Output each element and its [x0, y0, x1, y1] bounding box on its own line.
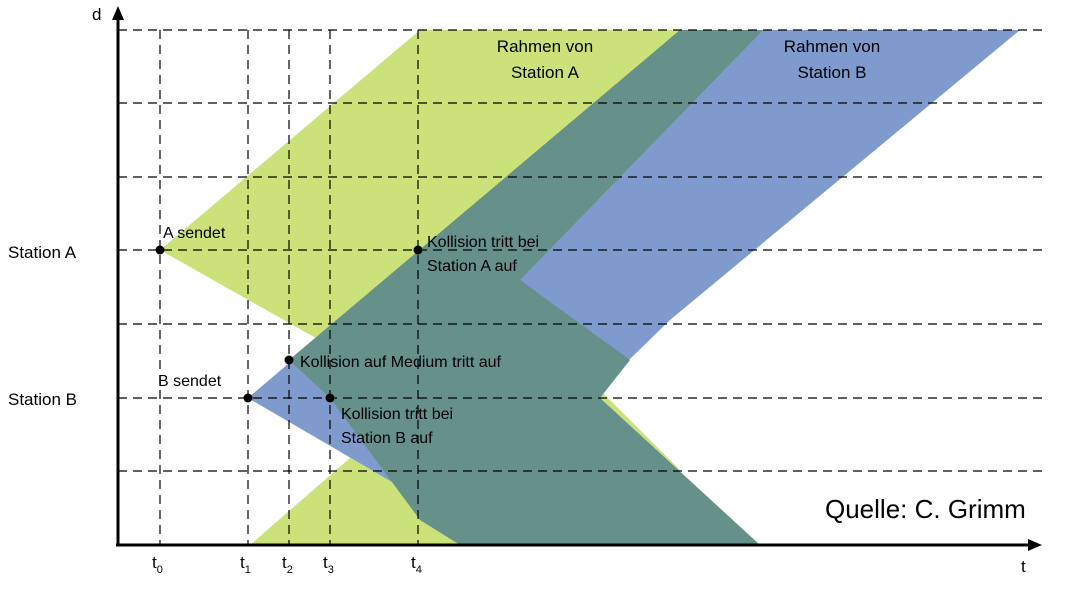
grid — [118, 29, 1042, 545]
time-mark-t3: t3 — [323, 553, 334, 576]
x-axis-arrow — [1028, 539, 1042, 551]
collision-b-point — [325, 393, 335, 403]
frame-a-label-line1: Rahmen von — [497, 37, 593, 56]
collision-a-point — [413, 245, 423, 255]
time-mark-t0: t0 — [152, 553, 163, 576]
b-sends-point — [243, 393, 253, 403]
collision-a-label-line1: Kollision tritt bei — [427, 234, 539, 251]
time-mark-t1: t1 — [240, 553, 251, 576]
y-axis-label: d — [92, 5, 101, 24]
frame-a-label-line2: Station A — [511, 63, 580, 82]
collision-medium-label: Kollision auf Medium tritt auf — [300, 354, 502, 371]
collision-a-label-line2: Station A auf — [427, 258, 517, 275]
time-mark-t4: t4 — [411, 553, 422, 576]
station-a-label: Station A — [8, 243, 77, 262]
frame-b-label-line2: Station B — [798, 63, 867, 82]
time-mark-t2: t2 — [282, 553, 293, 576]
x-axis-label: t — [1021, 557, 1026, 576]
collision-b-label-line2: Station B auf — [341, 430, 433, 447]
y-axis-arrow — [112, 6, 124, 20]
collision-b-label-line1: Kollision tritt bei — [341, 406, 453, 423]
frame-b-label-line1: Rahmen von — [784, 37, 880, 56]
source-credit: Quelle: C. Grimm — [825, 494, 1026, 524]
a-sends-label: A sendet — [163, 225, 226, 242]
collision-medium-point — [284, 355, 294, 365]
a-sends-point — [155, 245, 165, 255]
frame-overlap-region — [289, 30, 763, 545]
b-sends-label: B sendet — [158, 373, 222, 390]
station-b-label: Station B — [8, 390, 77, 409]
